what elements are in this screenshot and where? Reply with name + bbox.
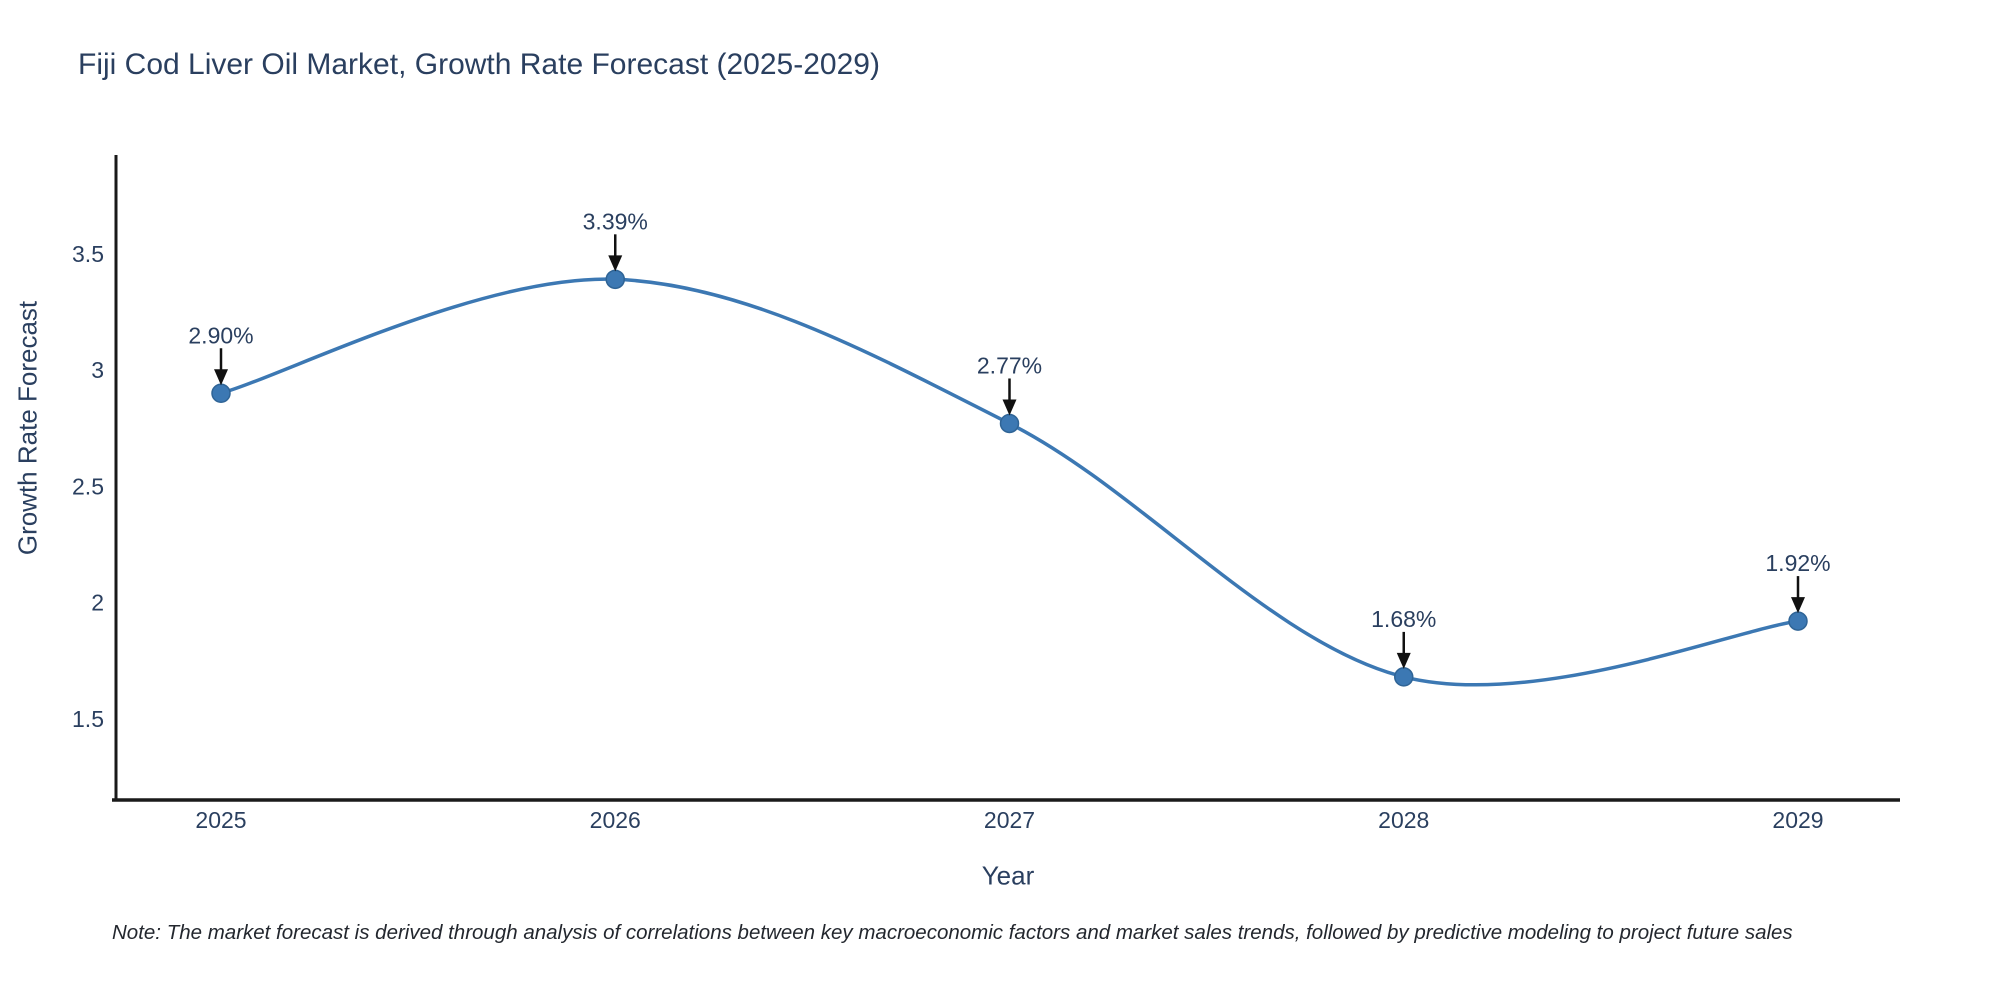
data-point-marker [211, 383, 231, 403]
data-point-marker [605, 269, 625, 290]
data-point-label: 2.90% [188, 322, 253, 348]
y-tick-label: 1.5 [72, 706, 104, 732]
data-point-marker [999, 413, 1020, 434]
data-point-label: 1.68% [1371, 606, 1436, 632]
footnote: Note: The market forecast is derived thr… [112, 921, 1793, 944]
annotation-arrowhead [214, 369, 228, 386]
data-point-label: 2.77% [977, 352, 1042, 378]
chart-title: Fiji Cod Liver Oil Market, Growth Rate F… [78, 48, 880, 81]
annotation-arrowhead [1791, 597, 1805, 614]
data-point-label: 3.39% [583, 208, 648, 234]
y-tick-label: 2 [91, 590, 104, 616]
data-point-marker [1788, 611, 1808, 631]
annotation-arrowhead [1002, 399, 1017, 416]
y-tick-label: 3 [91, 357, 104, 383]
data-point-marker [1394, 667, 1414, 687]
trend-line [219, 277, 1800, 687]
x-tick-label: 2026 [590, 807, 641, 833]
x-tick-label: 2029 [1772, 807, 1823, 833]
y-tick-label: 2.5 [72, 473, 104, 499]
annotation-arrowhead [1396, 652, 1411, 669]
annotation-arrowhead [608, 255, 623, 272]
data-point-label: 1.92% [1765, 550, 1830, 576]
y-tick-label: 3.5 [72, 241, 104, 267]
x-tick-label: 2025 [195, 807, 246, 833]
x-tick-label: 2027 [984, 807, 1035, 833]
x-tick-label: 2028 [1378, 807, 1429, 833]
x-axis-title: Year [981, 860, 1035, 891]
